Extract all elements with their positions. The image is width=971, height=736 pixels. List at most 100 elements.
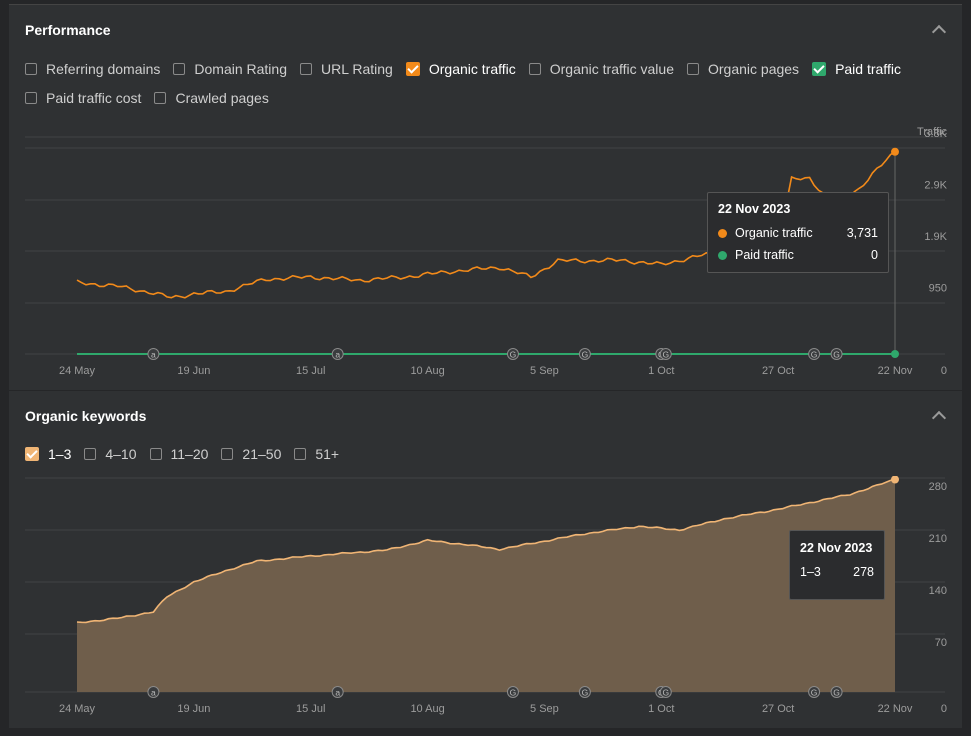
annotation-marker-icon[interactable] bbox=[830, 686, 843, 698]
checkbox-11-20[interactable]: 11–20 bbox=[149, 446, 209, 462]
unchecked-box-icon[interactable] bbox=[84, 448, 97, 460]
annotation-marker-label: G bbox=[811, 350, 818, 360]
checkbox-paid-traffic-cost[interactable]: Paid traffic cost bbox=[25, 90, 141, 106]
x-tick-label: 24 May bbox=[59, 703, 96, 715]
annotation-marker-label: a bbox=[335, 350, 340, 360]
tooltip-row-1-3: 1–3 278 bbox=[800, 561, 874, 583]
unchecked-box-icon[interactable] bbox=[25, 92, 37, 104]
annotation-marker-icon[interactable] bbox=[506, 686, 519, 698]
checkbox-4-10[interactable]: 4–10 bbox=[84, 446, 137, 462]
x-tick-label: 5 Sep bbox=[530, 703, 559, 715]
collapse-keywords-icon[interactable] bbox=[931, 410, 947, 426]
checkbox-label: Paid traffic cost bbox=[46, 90, 142, 106]
checked-box-icon[interactable] bbox=[405, 62, 420, 76]
x-tick-label: 22 Nov bbox=[878, 365, 913, 377]
annotation-marker-label: G bbox=[662, 688, 669, 698]
annotation-marker-icon[interactable] bbox=[506, 348, 519, 360]
keywords-end-point bbox=[891, 476, 899, 484]
keywords-chart: 0 70 140 210 280 24 May 19 Jun 15 Jul 10 Aug 5 Se… bbox=[25, 476, 947, 715]
checked-box-icon[interactable] bbox=[25, 447, 39, 461]
annotation-marker-icon[interactable] bbox=[331, 348, 344, 360]
tooltip-row-label: Paid traffic bbox=[735, 248, 794, 262]
x-tick-label: 27 Oct bbox=[762, 703, 794, 715]
y-tick-label: 210 bbox=[929, 533, 947, 545]
unchecked-box-icon[interactable] bbox=[173, 63, 186, 75]
annotation-marker-label: a bbox=[151, 688, 156, 698]
checkbox-51[interactable]: 51+ bbox=[294, 446, 339, 462]
checkbox-label: 21–50 bbox=[242, 446, 282, 462]
annotation-marker-label: G bbox=[811, 688, 818, 698]
series-1-3-line bbox=[76, 478, 896, 624]
unchecked-box-icon[interactable] bbox=[528, 63, 541, 75]
tooltip-row-label: Organic traffic bbox=[735, 226, 813, 240]
x-tick-label: 1 Oct bbox=[648, 365, 674, 377]
checkbox-label: Crawled pages bbox=[175, 90, 269, 106]
paid-end-point bbox=[891, 350, 899, 358]
keywords-tooltip: 22 Nov 2023 1–3 278 bbox=[789, 530, 885, 600]
unchecked-box-icon[interactable] bbox=[294, 448, 307, 460]
checkbox-organic-traffic-value[interactable]: Organic traffic value bbox=[528, 61, 674, 77]
checkbox-paid-traffic[interactable]: Paid traffic bbox=[812, 61, 901, 77]
checkbox-label: 1–3 bbox=[48, 446, 72, 462]
x-tick-label: 22 Nov bbox=[878, 703, 913, 715]
tooltip-date: 22 Nov 2023 bbox=[800, 541, 873, 555]
unchecked-box-icon[interactable] bbox=[154, 92, 167, 104]
checkbox-domain-rating[interactable]: Domain Rating bbox=[173, 61, 287, 77]
checkbox-label: Referring domains bbox=[46, 61, 161, 77]
annotation-marker-label: G bbox=[833, 688, 840, 698]
checkbox-label: Paid traffic bbox=[835, 61, 901, 77]
tooltip-row-organic: Organic traffic 3,731 bbox=[718, 222, 878, 244]
unchecked-box-icon[interactable] bbox=[25, 63, 37, 75]
annotation-marker-icon[interactable] bbox=[331, 686, 344, 698]
x-tick-label: 5 Sep bbox=[530, 365, 559, 377]
paid-dot-icon bbox=[718, 250, 727, 260]
performance-title: Performance bbox=[25, 22, 111, 38]
collapse-performance-icon[interactable] bbox=[931, 24, 947, 40]
annotation-marker-icon[interactable] bbox=[147, 686, 160, 698]
annotation-marker-label: G bbox=[833, 350, 840, 360]
x-tick-label: 1 Oct bbox=[648, 703, 674, 715]
annotation-marker-icon[interactable] bbox=[659, 686, 672, 698]
checkbox-1-3[interactable]: 1–3 bbox=[25, 446, 71, 462]
annotation-marker-icon[interactable] bbox=[659, 348, 672, 360]
series-1-3-area bbox=[77, 479, 895, 692]
annotation-marker-icon[interactable] bbox=[808, 686, 821, 698]
checkbox-url-rating[interactable]: URL Rating bbox=[300, 61, 393, 77]
annotation-marker-label: G bbox=[582, 688, 589, 698]
annotation-marker-icon[interactable] bbox=[578, 348, 591, 360]
x-tick-label: 27 Oct bbox=[762, 365, 794, 377]
tooltip-row-label: 1–3 bbox=[800, 565, 821, 579]
performance-panel: Performance Referring domains Domain Rati… bbox=[9, 4, 962, 390]
checkbox-label: Organic pages bbox=[708, 61, 800, 77]
checkbox-label: Organic traffic bbox=[428, 61, 516, 77]
annotation-marker-label: a bbox=[335, 688, 340, 698]
y-tick-label: 1.9K bbox=[924, 231, 947, 243]
checkbox-label: 11–20 bbox=[170, 446, 209, 462]
traffic-tooltip: 22 Nov 2023 Organic traffic 3,731 Paid t… bbox=[707, 192, 889, 273]
annotation-marker-icon[interactable] bbox=[808, 348, 821, 360]
checked-box-icon[interactable] bbox=[812, 62, 827, 76]
annotation-marker-icon[interactable] bbox=[830, 348, 843, 360]
checkbox-label: 51+ bbox=[315, 446, 340, 462]
y-tick-label: 280 bbox=[929, 481, 947, 493]
unchecked-box-icon[interactable] bbox=[221, 448, 234, 460]
y-tick-label: 0 bbox=[941, 703, 947, 715]
unchecked-box-icon[interactable] bbox=[300, 63, 312, 75]
unchecked-box-icon[interactable] bbox=[687, 63, 699, 75]
checkbox-label: 4–10 bbox=[105, 446, 137, 462]
unchecked-box-icon[interactable] bbox=[149, 448, 162, 460]
checkbox-organic-pages[interactable]: Organic pages bbox=[687, 61, 799, 77]
checkbox-organic-traffic[interactable]: Organic traffic bbox=[405, 61, 516, 77]
x-tick-label: 10 Aug bbox=[410, 365, 444, 377]
annotation-marker-label: G bbox=[510, 350, 517, 360]
y-tick-label: 2.9K bbox=[924, 180, 947, 192]
checkbox-crawled-pages[interactable]: Crawled pages bbox=[154, 90, 269, 106]
organic-keywords-title: Organic keywords bbox=[25, 408, 147, 424]
annotation-marker-label: G bbox=[662, 350, 669, 360]
performance-metrics-row-1: Referring domains Domain Rating URL Rating… bbox=[25, 61, 914, 77]
checkbox-21-50[interactable]: 21–50 bbox=[221, 446, 281, 462]
annotation-marker-icon[interactable] bbox=[147, 348, 160, 360]
annotation-marker-icon[interactable] bbox=[578, 686, 591, 698]
checkbox-label: URL Rating bbox=[321, 61, 393, 77]
checkbox-referring-domains[interactable]: Referring domains bbox=[25, 61, 160, 77]
